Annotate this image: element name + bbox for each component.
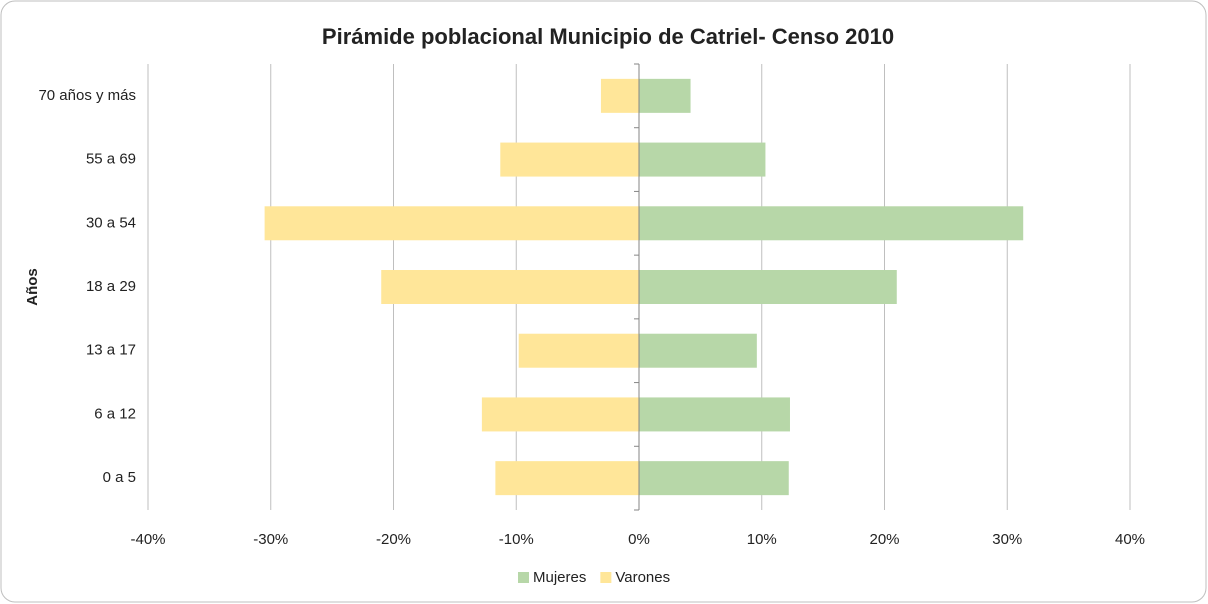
y-tick-label: 13 a 17 xyxy=(86,342,136,359)
y-tick-label: 0 a 5 xyxy=(103,469,136,486)
bar xyxy=(639,78,691,113)
legend-swatch xyxy=(600,572,612,583)
x-tick-label: -40% xyxy=(130,531,165,548)
x-tick-label: -30% xyxy=(253,531,288,548)
bar xyxy=(639,142,766,177)
y-tick-label: 30 a 54 xyxy=(86,214,136,231)
y-axis-label: Años xyxy=(24,268,41,306)
x-tick-label: -10% xyxy=(499,531,534,548)
chart-title: Pirámide poblacional Municipio de Catrie… xyxy=(322,24,894,49)
y-tick-label: 55 a 69 xyxy=(86,151,136,168)
bar xyxy=(639,333,757,368)
x-tick-label: 40% xyxy=(1115,531,1145,548)
x-tick-label: 20% xyxy=(869,531,899,548)
bar xyxy=(639,270,897,304)
y-tick-label: 18 a 29 xyxy=(86,278,136,295)
bar xyxy=(495,461,639,496)
y-tick-label: 6 a 12 xyxy=(94,405,136,422)
x-tick-label: 30% xyxy=(992,531,1022,548)
bar xyxy=(381,270,639,304)
bar xyxy=(518,333,639,368)
bar xyxy=(264,206,639,241)
bar xyxy=(639,206,1024,241)
x-tick-label: -20% xyxy=(376,531,411,548)
bar xyxy=(600,78,639,113)
legend-label: Mujeres xyxy=(533,569,586,586)
bar xyxy=(639,397,790,432)
x-tick-label: 10% xyxy=(747,531,777,548)
bar xyxy=(500,142,639,177)
x-tick-label: 0% xyxy=(628,531,650,548)
legend-label: Varones xyxy=(615,569,670,586)
legend-swatch xyxy=(518,572,529,583)
bar xyxy=(481,397,639,432)
y-tick-label: 70 años y más xyxy=(38,87,136,104)
bar xyxy=(639,461,789,496)
